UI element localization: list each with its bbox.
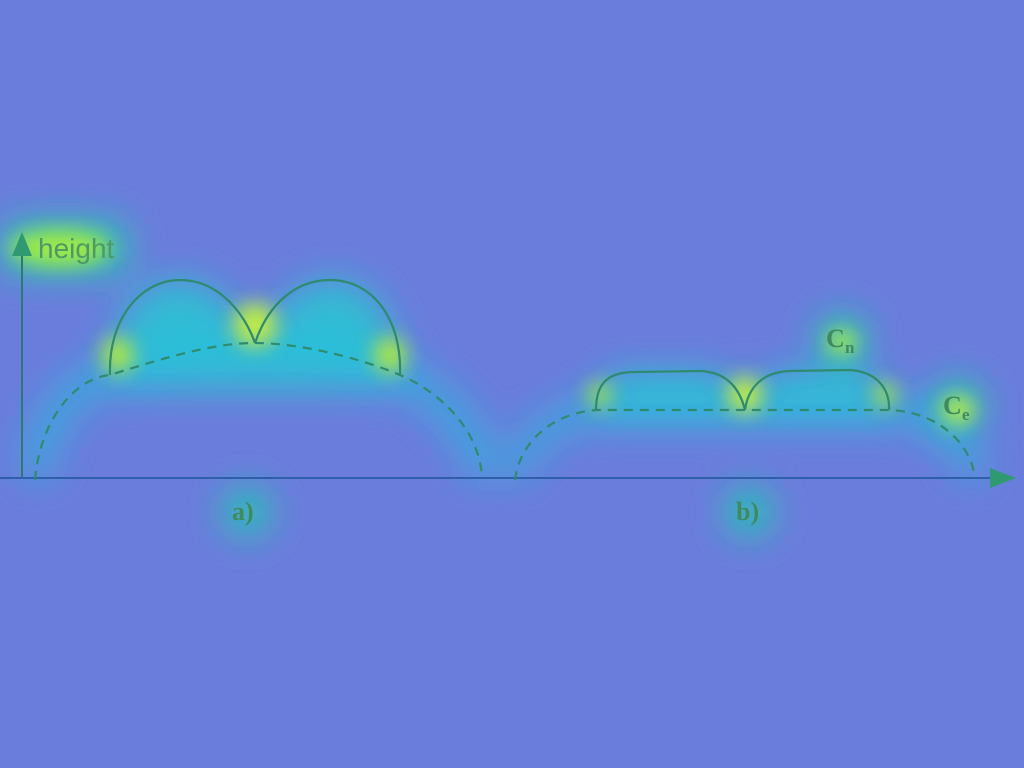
curve-label-ce-main: C <box>943 391 962 420</box>
panel-a-label: a) <box>232 497 254 526</box>
panel-a-left-arc <box>108 278 257 376</box>
panel-a-curves <box>33 278 484 481</box>
panel-a-dashed-envelope <box>33 341 484 481</box>
y-axis-label: height <box>38 233 115 264</box>
curve-label-ce: C e <box>943 391 970 424</box>
panel-b-right-plateau <box>743 368 891 411</box>
curve-label-cn-main: C <box>826 324 845 353</box>
x-axis-arrow-icon <box>990 468 1016 488</box>
curve-label-cn: C n <box>826 324 855 357</box>
curve-label-cn-sub: n <box>845 338 855 357</box>
curve-label-ce-sub: e <box>962 405 970 424</box>
panel-b-curves <box>513 368 977 481</box>
y-axis-arrow-icon <box>12 232 32 256</box>
panel-b-label: b) <box>736 497 759 526</box>
panel-a-right-arc <box>253 278 402 376</box>
axes <box>0 232 1016 488</box>
panel-b-left-plateau <box>594 369 747 411</box>
heatmap-glow-layer <box>0 220 990 536</box>
